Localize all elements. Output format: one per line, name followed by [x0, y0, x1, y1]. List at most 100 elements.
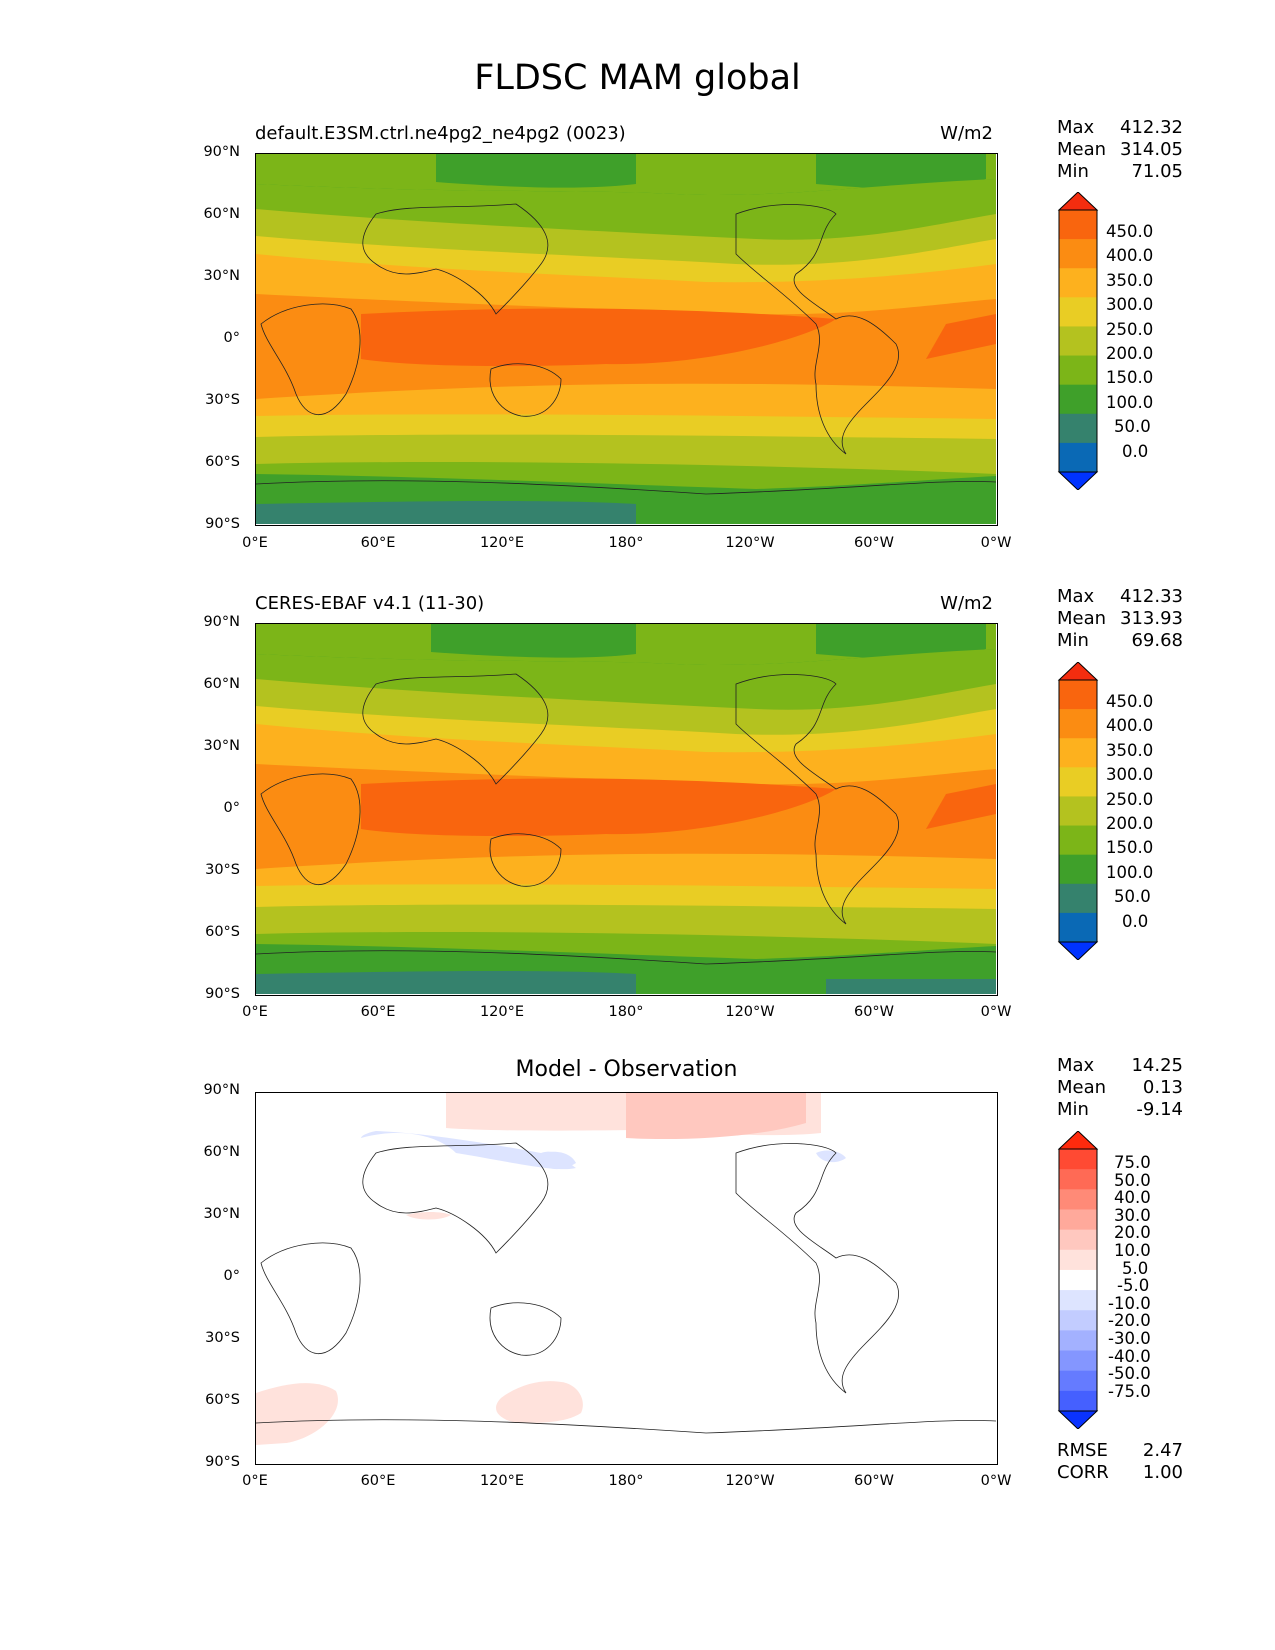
test-min-value: 71.05 — [1131, 161, 1183, 182]
test-map — [255, 153, 998, 526]
test-cb-label-450: 450.0 — [1106, 222, 1154, 241]
lat-tick-90s: 90°S — [205, 1454, 240, 1470]
ref-colorbar-bin — [1059, 680, 1097, 710]
diff-cb-label-50: 50.0 — [1114, 1170, 1151, 1190]
test-colorbar-bin — [1059, 297, 1097, 327]
diff-colorbar-bin — [1059, 1249, 1097, 1271]
lat-tick-90s: 90°S — [205, 516, 240, 532]
lat-tick-60n: 60°N — [203, 676, 240, 692]
ref-units-label: W/m2 — [940, 593, 993, 614]
ref-panel-title: CERES-EBAF v4.1 (11-30) — [255, 593, 485, 614]
lon-tick-0e: 0°E — [242, 1004, 268, 1020]
diff-cb-label-neg30: -30.0 — [1108, 1329, 1151, 1348]
diff-colorbar-bin — [1059, 1269, 1097, 1291]
lon-tick-60e: 60°E — [360, 535, 396, 551]
diff-min-label: Min — [1057, 1099, 1089, 1120]
lon-tick-180: 180° — [608, 535, 644, 551]
test-colorbar-bin — [1059, 442, 1097, 473]
lon-tick-120w: 120°W — [725, 1004, 775, 1020]
test-colorbar-bin — [1059, 210, 1097, 240]
ref-colorbar-bin — [1059, 883, 1097, 914]
test-map-field — [256, 154, 996, 524]
test-mean-label: Mean — [1057, 139, 1107, 160]
lat-tick-90n: 90°N — [203, 614, 240, 630]
diff-cb-label-10: 10.0 — [1114, 1241, 1151, 1260]
diff-colorbar-outline — [1058, 1148, 1098, 1412]
diff-colorbar-bin — [1059, 1310, 1097, 1331]
ref-max-value: 412.33 — [1120, 586, 1183, 607]
diff-map-field — [256, 1093, 996, 1463]
lon-tick-60e: 60°E — [360, 1004, 396, 1020]
lon-tick-120e: 120°E — [479, 1004, 525, 1020]
lon-tick-60e: 60°E — [360, 1473, 396, 1489]
lon-tick-120w: 120°W — [725, 1473, 775, 1489]
corr-label: CORR — [1057, 1462, 1109, 1483]
ref-colorbar-outline — [1058, 679, 1098, 943]
diff-mean-label: Mean — [1057, 1077, 1107, 1098]
test-panel-title: default.E3SM.ctrl.ne4pg2_ne4pg2 (0023) — [255, 123, 626, 144]
ref-colorbar-bin — [1059, 738, 1097, 768]
lon-tick-0w: 0°W — [980, 1473, 1012, 1489]
diff-max-value: 14.25 — [1131, 1055, 1183, 1076]
test-min-label: Min — [1057, 161, 1089, 182]
test-colorbar-bin — [1059, 326, 1097, 357]
diff-cb-label-neg40: -40.0 — [1108, 1346, 1151, 1366]
ref-colorbar-extend-top — [1057, 662, 1099, 681]
ref-cb-label-0: 0.0 — [1122, 911, 1149, 931]
diff-max-label: Max — [1057, 1055, 1095, 1076]
lon-tick-180: 180° — [608, 1473, 644, 1489]
test-colorbar-extend-bottom — [1057, 471, 1099, 490]
diff-colorbar-bin — [1059, 1370, 1097, 1392]
lon-tick-0e: 0°E — [242, 1473, 268, 1489]
test-colorbar-bin — [1059, 268, 1097, 298]
test-max-label: Max — [1057, 117, 1095, 138]
lat-tick-30s: 30°S — [205, 392, 240, 408]
test-cb-label-200: 200.0 — [1106, 344, 1154, 363]
diff-colorbar-bin — [1059, 1189, 1097, 1210]
diff-cb-label-neg5: -5.0 — [1117, 1276, 1150, 1296]
lat-tick-0: 0° — [223, 1268, 240, 1284]
ref-cb-label-250: 250.0 — [1106, 789, 1154, 809]
diff-cb-label-75: 75.0 — [1114, 1153, 1151, 1172]
diff-map — [255, 1092, 998, 1465]
test-colorbar — [1057, 192, 1099, 490]
diff-cb-label-neg20: -20.0 — [1108, 1311, 1151, 1331]
diff-colorbar-extend-bottom — [1057, 1410, 1099, 1429]
lon-tick-120w: 120°W — [725, 535, 775, 551]
lat-tick-90n: 90°N — [203, 144, 240, 160]
test-colorbar-bin — [1059, 355, 1097, 386]
lat-tick-60n: 60°N — [203, 206, 240, 222]
test-colorbar-bin — [1059, 239, 1097, 269]
test-cb-label-0: 0.0 — [1122, 441, 1149, 461]
test-max-value: 412.32 — [1120, 117, 1183, 138]
ref-cb-label-200: 200.0 — [1106, 814, 1154, 833]
lat-tick-60s: 60°S — [205, 924, 240, 940]
test-cb-label-250: 250.0 — [1106, 319, 1154, 339]
lat-tick-90n: 90°N — [203, 1082, 240, 1098]
ref-colorbar-bin — [1059, 767, 1097, 797]
rmse-value: 2.47 — [1142, 1440, 1183, 1461]
lon-tick-60w: 60°W — [853, 1473, 895, 1489]
diff-colorbar-bin — [1059, 1330, 1097, 1352]
ref-cb-label-150: 150.0 — [1106, 838, 1154, 858]
test-colorbar-bin — [1059, 384, 1097, 415]
test-cb-label-150: 150.0 — [1106, 368, 1154, 388]
diff-colorbar — [1057, 1131, 1099, 1429]
test-cb-label-400: 400.0 — [1106, 246, 1154, 266]
diff-colorbar-bin — [1059, 1209, 1097, 1231]
lon-tick-120e: 120°E — [479, 535, 525, 551]
rmse-label: RMSE — [1057, 1440, 1108, 1461]
test-units-label: W/m2 — [940, 123, 993, 144]
diff-panel-title: Model - Observation — [515, 1057, 738, 1082]
lon-tick-180: 180° — [608, 1004, 644, 1020]
diff-colorbar-bin — [1059, 1390, 1097, 1412]
diff-cb-label-neg10: -10.0 — [1108, 1293, 1151, 1313]
test-cb-label-100: 100.0 — [1106, 392, 1154, 412]
ref-mean-value: 313.93 — [1120, 608, 1183, 629]
test-cb-label-50: 50.0 — [1114, 417, 1151, 437]
corr-value: 1.00 — [1142, 1462, 1183, 1483]
test-cb-label-300: 300.0 — [1106, 295, 1154, 315]
ref-colorbar-bin — [1059, 709, 1097, 739]
lat-tick-30s: 30°S — [205, 1330, 240, 1346]
diff-cb-label-neg75: -75.0 — [1108, 1381, 1151, 1401]
